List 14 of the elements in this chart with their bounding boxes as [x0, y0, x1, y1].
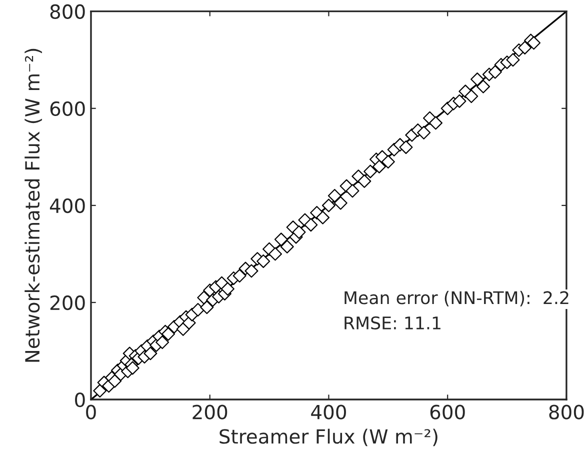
y-tick-label: 800 — [50, 4, 85, 20]
x-tick-label: 800 — [549, 404, 584, 420]
annotation: Mean error (NN-RTM): 2.2 — [344, 290, 568, 306]
y-tick-label: 600 — [50, 101, 85, 116]
x-tick-label: 0 — [86, 404, 96, 420]
y-tick-label: 200 — [50, 295, 85, 310]
y-axis-title: Network-estimated Flux (W m⁻²) — [24, 48, 42, 362]
annotation: RMSE: 11.1 — [344, 316, 440, 330]
y-tick-label: 0 — [75, 392, 85, 408]
x-tick-label: 600 — [430, 404, 465, 420]
x-axis-title: Streamer Flux (W m⁻²) — [220, 428, 438, 446]
x-tick-label: 200 — [192, 404, 228, 420]
x-tick-label: 400 — [311, 404, 346, 420]
y-tick-label: 400 — [50, 198, 85, 214]
